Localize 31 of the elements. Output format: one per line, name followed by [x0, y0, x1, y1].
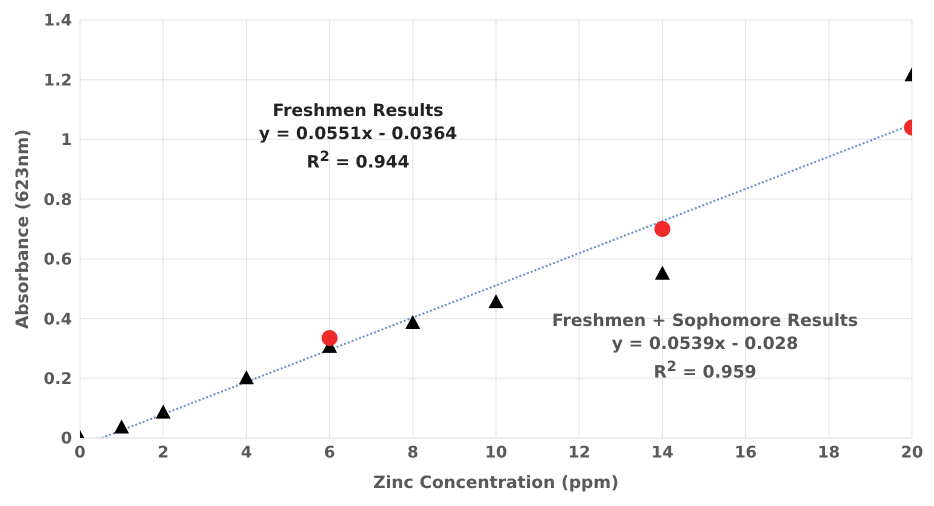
x-tick-label: 10	[484, 442, 508, 462]
y-tick-label: 1	[60, 130, 72, 150]
point	[156, 404, 171, 419]
point	[322, 330, 338, 346]
y-tick-label: 0.8	[44, 190, 72, 209]
point	[654, 266, 670, 280]
x-tick-label: 12	[568, 442, 590, 462]
x-tick-label: 14	[651, 442, 674, 462]
point	[488, 294, 504, 308]
x-tick-label: 20	[900, 442, 924, 462]
x-axis-title: Zinc Concentration (ppm)	[373, 473, 619, 493]
point	[405, 315, 420, 330]
x-tick-label: 2	[158, 442, 169, 462]
fit-equation: Freshmen + Sophomore Results y = 0.0539x - 0.028 R$^{2}$ = 0.959	[550, 310, 860, 385]
fit-equation: Freshmen Results y = 0.0551x - 0.0364 R$^{2}$ = 0.944	[258, 100, 458, 175]
x-tick-label: 0	[74, 442, 86, 462]
y-tick-label: 0.4	[44, 309, 72, 328]
y-axis-title: Absorbance (623nm)	[13, 129, 34, 329]
y-tick-label: 1.4	[44, 10, 72, 30]
point	[114, 420, 130, 434]
x-tick-label: 6	[324, 442, 336, 462]
x-tick-label: 16	[734, 442, 757, 462]
x-tick-label: 8	[407, 442, 418, 462]
y-tick-label: 1.2	[44, 70, 72, 90]
x-tick-label: 4	[240, 442, 252, 462]
x-tick-label: 18	[818, 442, 840, 462]
point	[654, 221, 670, 237]
point	[238, 370, 254, 384]
y-tick-label: 0.2	[44, 368, 72, 388]
y-tick-label: 0	[60, 428, 72, 448]
y-tick-label: 0.6	[44, 250, 72, 269]
